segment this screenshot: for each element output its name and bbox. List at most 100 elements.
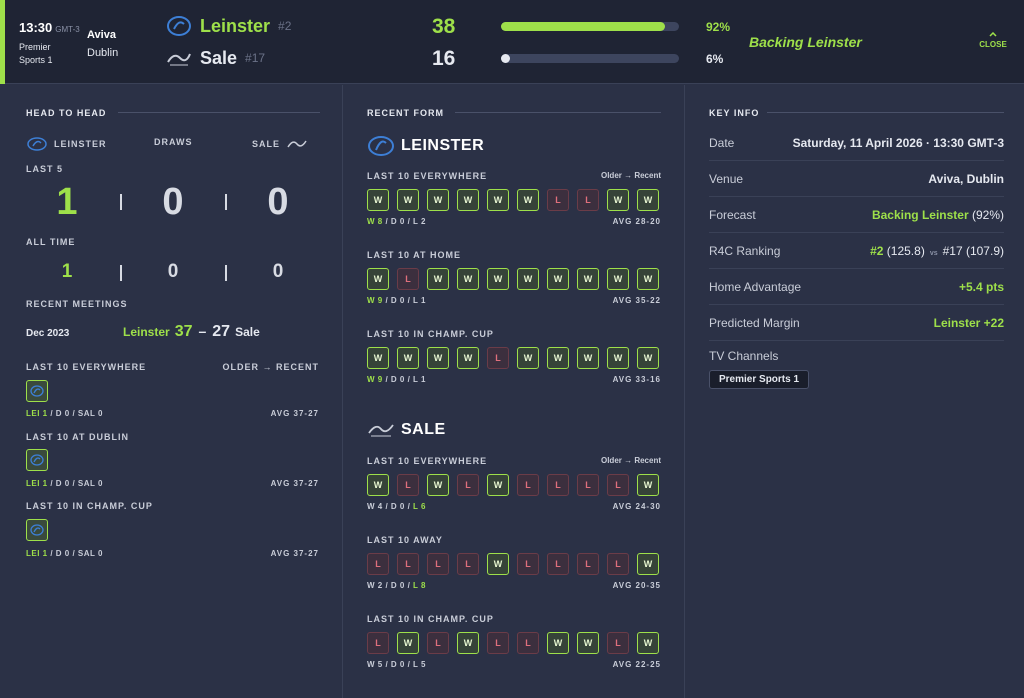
home-probability-bar — [501, 22, 679, 31]
result-win[interactable]: W — [487, 553, 509, 575]
forecast-label: Forecast — [709, 207, 756, 222]
h2h-away-label: SALE — [252, 139, 281, 149]
result-loss[interactable]: L — [367, 632, 389, 654]
result-win[interactable]: W — [577, 347, 599, 369]
result-win[interactable]: W — [547, 347, 569, 369]
result-win[interactable]: W — [397, 189, 419, 211]
info-row-margin: Predicted Margin Leinster +22 — [709, 305, 1004, 341]
result-win[interactable]: W — [637, 553, 659, 575]
h2h-result-box[interactable] — [26, 449, 48, 471]
alltime-label: ALL TIME — [26, 237, 76, 247]
alltime-away-wins: 0 — [272, 261, 284, 282]
result-loss[interactable]: L — [397, 268, 419, 290]
result-win[interactable]: W — [397, 632, 419, 654]
venue-label: Venue — [709, 171, 744, 186]
home-team-row: Leinster #2 — [166, 14, 291, 38]
venue-name: Aviva — [87, 29, 116, 41]
result-loss[interactable]: L — [607, 553, 629, 575]
result-loss[interactable]: L — [427, 632, 449, 654]
result-loss[interactable]: L — [517, 474, 539, 496]
home-team-name[interactable]: Leinster — [200, 15, 271, 36]
result-win[interactable]: W — [427, 347, 449, 369]
result-win[interactable]: W — [637, 474, 659, 496]
head-to-head-panel: HEAD TO HEAD LEINSTER DRAWS SALE LAST 5 … — [0, 85, 343, 698]
backing-label: Backing Leinster — [749, 34, 862, 50]
result-win[interactable]: W — [607, 189, 629, 211]
result-win[interactable]: W — [637, 189, 659, 211]
result-win[interactable]: W — [637, 347, 659, 369]
result-win[interactable]: W — [457, 189, 479, 211]
close-button[interactable]: CLOSE — [977, 30, 1009, 50]
tv-channel-chip[interactable]: Premier Sports 1 — [709, 370, 810, 389]
recent-meeting-row[interactable]: Dec 2023 Leinster 37 – 27 Sale — [26, 323, 326, 341]
result-loss[interactable]: L — [397, 474, 419, 496]
result-loss[interactable]: L — [547, 189, 569, 211]
away-probability-dot — [501, 54, 510, 63]
h2h-home-label: LEINSTER — [54, 139, 107, 149]
divider — [767, 112, 1004, 113]
result-loss[interactable]: L — [487, 347, 509, 369]
result-win[interactable]: W — [457, 632, 479, 654]
header-channel: Premier Sports 1 — [19, 42, 53, 65]
h2h-result-box[interactable] — [26, 380, 48, 402]
result-win[interactable]: W — [367, 189, 389, 211]
result-loss[interactable]: L — [427, 553, 449, 575]
leinster-logo-icon — [27, 137, 47, 151]
result-win[interactable]: W — [577, 268, 599, 290]
away-probability-bar — [501, 54, 679, 63]
result-loss[interactable]: L — [547, 474, 569, 496]
meeting-away-team: Sale — [235, 325, 260, 339]
result-loss[interactable]: L — [397, 553, 419, 575]
result-loss[interactable]: L — [517, 632, 539, 654]
result-win[interactable]: W — [457, 347, 479, 369]
result-loss[interactable]: L — [607, 474, 629, 496]
result-win[interactable]: W — [457, 268, 479, 290]
result-loss[interactable]: L — [517, 553, 539, 575]
leinster-form-name: LEINSTER — [401, 137, 485, 154]
result-win[interactable]: W — [367, 474, 389, 496]
away-team-rank: #17 — [245, 51, 266, 65]
result-loss[interactable]: L — [607, 632, 629, 654]
result-win[interactable]: W — [517, 268, 539, 290]
h2h-group-label: LAST 10 AT DUBLIN — [26, 432, 130, 442]
result-win[interactable]: W — [397, 347, 419, 369]
result-win[interactable]: W — [517, 189, 539, 211]
separator — [120, 194, 122, 210]
result-win[interactable]: W — [367, 268, 389, 290]
result-loss[interactable]: L — [367, 553, 389, 575]
date-label: Date — [709, 135, 735, 150]
result-loss[interactable]: L — [457, 553, 479, 575]
result-win[interactable]: W — [637, 268, 659, 290]
result-win[interactable]: W — [487, 474, 509, 496]
result-win[interactable]: W — [427, 268, 449, 290]
result-loss[interactable]: L — [577, 474, 599, 496]
alltime-home-wins: 1 — [61, 261, 73, 282]
result-win[interactable]: W — [547, 268, 569, 290]
result-win[interactable]: W — [427, 474, 449, 496]
h2h-result-box[interactable] — [26, 519, 48, 541]
result-win[interactable]: W — [637, 632, 659, 654]
form-record: W 4 / D 0 / L 6 — [367, 502, 426, 511]
result-win[interactable]: W — [367, 347, 389, 369]
result-win[interactable]: W — [427, 189, 449, 211]
h2h-title: HEAD TO HEAD — [26, 108, 107, 118]
result-loss[interactable]: L — [457, 474, 479, 496]
result-win[interactable]: W — [517, 347, 539, 369]
result-win[interactable]: W — [577, 632, 599, 654]
result-win[interactable]: W — [487, 189, 509, 211]
result-loss[interactable]: L — [487, 632, 509, 654]
meeting-home-score: 37 — [174, 323, 193, 340]
key-info-title: KEY INFO — [709, 108, 760, 118]
result-loss[interactable]: L — [547, 553, 569, 575]
home-win-percent: 92% — [706, 20, 731, 34]
form-group-label: LAST 10 IN CHAMP. CUP — [367, 614, 494, 624]
result-loss[interactable]: L — [577, 189, 599, 211]
sale-logo-icon — [166, 46, 192, 70]
result-win[interactable]: W — [487, 268, 509, 290]
result-win[interactable]: W — [607, 347, 629, 369]
result-win[interactable]: W — [547, 632, 569, 654]
away-team-name[interactable]: Sale — [200, 47, 238, 68]
result-loss[interactable]: L — [577, 553, 599, 575]
result-win[interactable]: W — [607, 268, 629, 290]
